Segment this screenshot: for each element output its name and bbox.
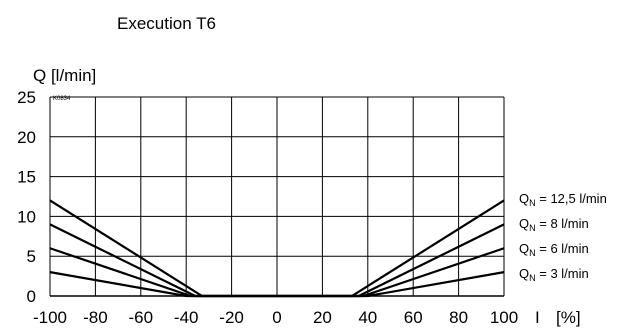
y-tick-label: 10 <box>17 207 36 226</box>
series-lines <box>49 199 505 298</box>
diagram-code: K0834 <box>53 96 71 102</box>
x-tick-label: -40 <box>174 308 199 327</box>
y-tick-labels: 0 5 10 15 20 25 <box>17 88 36 306</box>
x-tick-label: 20 <box>313 308 332 327</box>
legend-entry: QN = 8 l/min <box>519 216 589 233</box>
chart-title: Execution T6 <box>117 14 216 33</box>
series-line <box>49 271 505 298</box>
legend: QN = 12,5 l/min QN = 8 l/min QN = 6 l/min Q… <box>519 191 607 283</box>
y-tick-label: 15 <box>17 168 36 187</box>
legend-entry: QN = 6 l/min <box>519 241 589 258</box>
legend-entry: QN = 12,5 l/min <box>519 191 607 208</box>
x-tick-labels: -100 -80 -60 -40 -20 0 20 40 60 80 100 <box>33 308 518 327</box>
y-tick-label: 20 <box>17 128 36 147</box>
x-tick-label: 0 <box>272 308 281 327</box>
x-tick-label: -100 <box>33 308 67 327</box>
legend-entry: QN = 3 l/min <box>519 266 589 283</box>
grid <box>49 96 505 297</box>
x-tick-label: -60 <box>129 308 154 327</box>
x-axis-label: I <box>535 308 540 327</box>
y-tick-label: 5 <box>27 247 36 266</box>
x-tick-label: 80 <box>449 308 468 327</box>
x-tick-label: 40 <box>358 308 377 327</box>
x-axis-unit: [%] <box>556 308 581 327</box>
y-axis-label: Q [l/min] <box>33 66 96 85</box>
y-tick-label: 0 <box>27 287 36 306</box>
y-tick-label: 25 <box>17 88 36 107</box>
x-tick-label: 60 <box>404 308 423 327</box>
x-tick-label: -20 <box>219 308 244 327</box>
x-tick-label: -80 <box>83 308 108 327</box>
x-tick-label: 100 <box>490 308 518 327</box>
